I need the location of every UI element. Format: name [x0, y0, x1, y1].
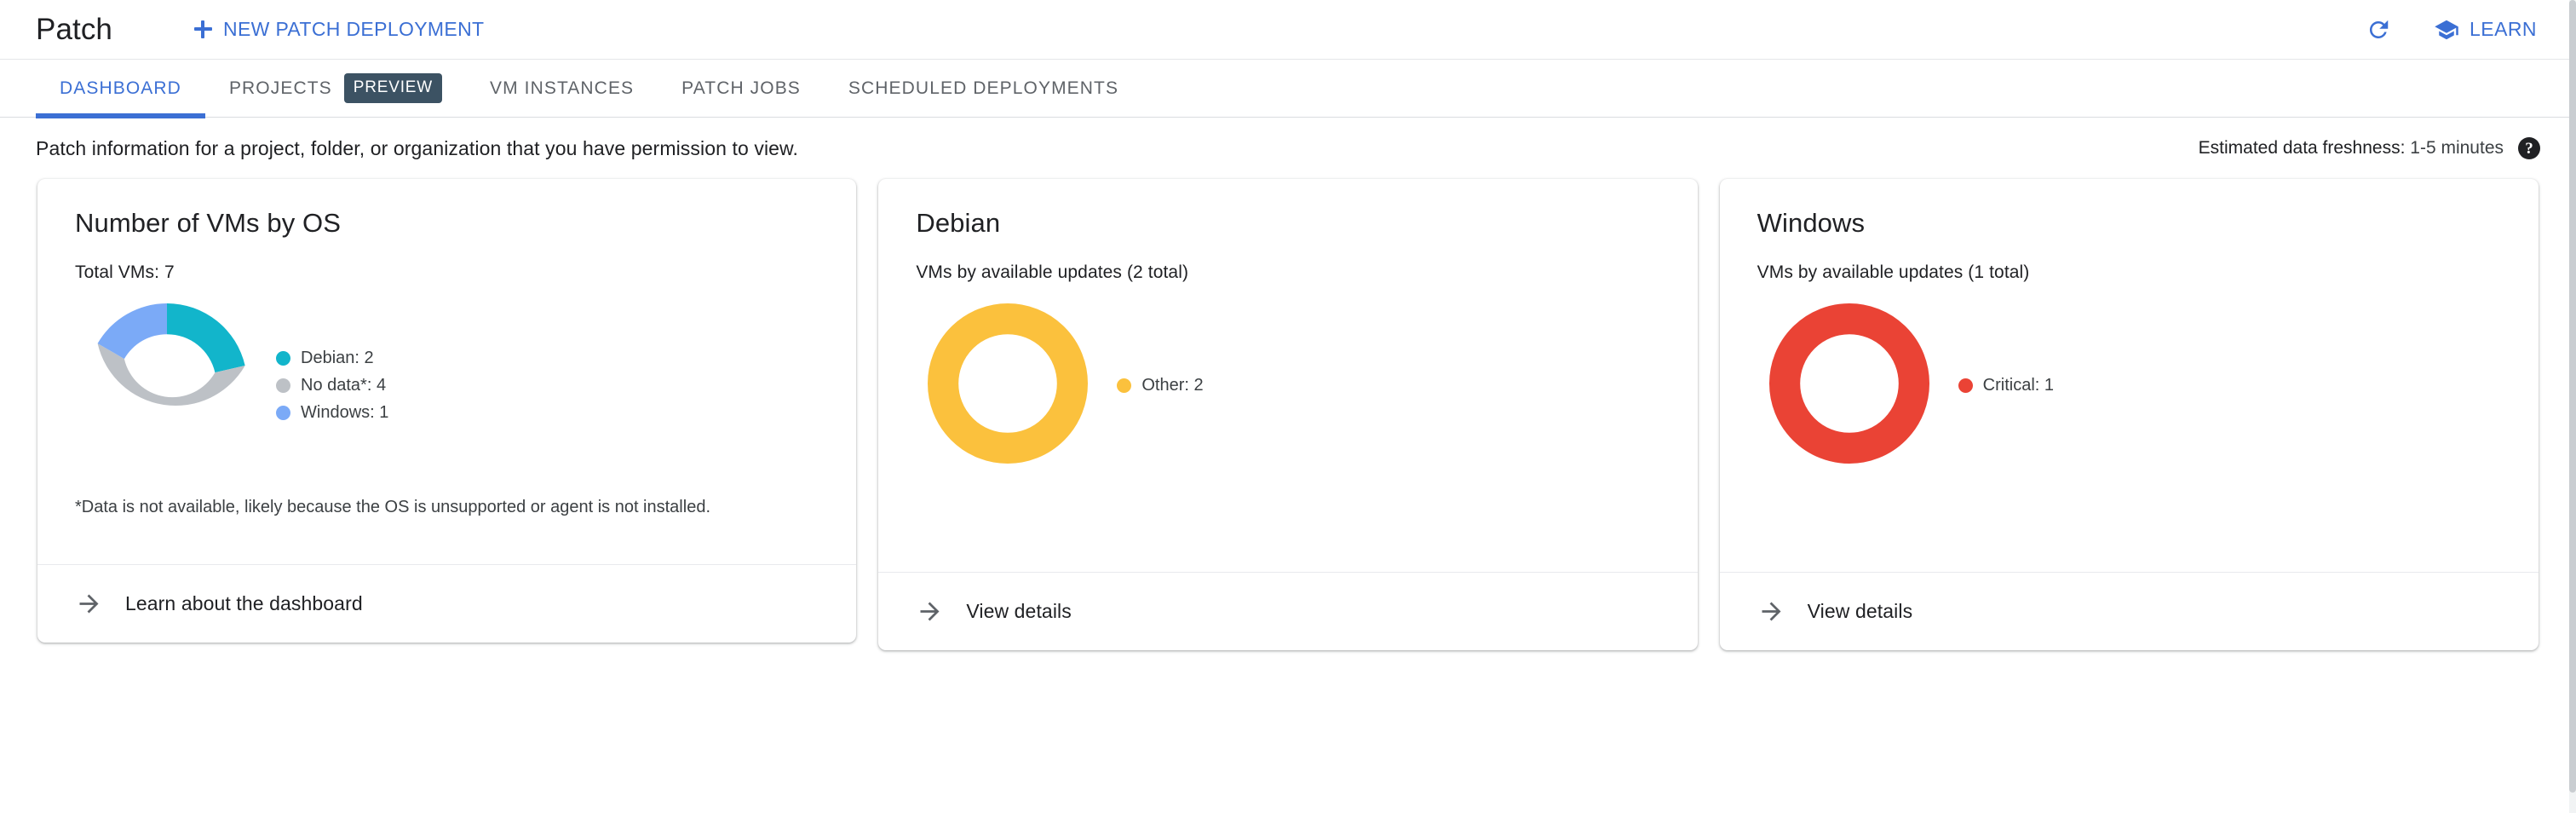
- tab-bar: DASHBOARD PROJECTS PREVIEW VM INSTANCES …: [0, 60, 2576, 118]
- donut-chart-debian-updates: [916, 298, 1100, 473]
- learn-label: LEARN: [2470, 18, 2537, 40]
- plus-icon: [194, 20, 212, 38]
- donut-slice-debian: [167, 303, 245, 373]
- card-windows: Windows VMs by available updates (1 tota…: [1719, 179, 2539, 650]
- dashboard-cards: Number of VMs by OS Total VMs: 7: [0, 179, 2576, 650]
- chart-legend: Critical: 1: [1958, 376, 2054, 395]
- legend-dot-no-data: [276, 378, 290, 393]
- view-details-link-debian[interactable]: View details: [878, 572, 1698, 650]
- legend-item: Critical: 1: [1958, 376, 2054, 395]
- new-patch-deployment-label: NEW PATCH DEPLOYMENT: [223, 18, 485, 40]
- legend-label-other: Other: 2: [1141, 376, 1204, 395]
- card-footnote: *Data is not available, likely because t…: [75, 498, 710, 516]
- legend-dot-other: [1117, 378, 1132, 393]
- tab-vm-instances-label: VM INSTANCES: [490, 78, 635, 98]
- tab-vm-instances[interactable]: VM INSTANCES: [466, 60, 658, 118]
- donut-slice-other: [928, 303, 1089, 464]
- legend-dot-windows: [276, 406, 290, 420]
- donut-slice-windows: [97, 303, 167, 360]
- tab-dashboard-label: DASHBOARD: [60, 78, 181, 98]
- card-action-label: View details: [966, 600, 1072, 622]
- card-subtitle: Total VMs: 7: [75, 262, 175, 282]
- legend-item: Debian: 2: [276, 349, 388, 368]
- refresh-icon: [2370, 20, 2389, 38]
- legend-label-windows: Windows: 1: [301, 403, 389, 422]
- graduation-cap-icon: [2435, 20, 2458, 39]
- card-body: Number of VMs by OS Total VMs: 7: [37, 179, 856, 564]
- chart-row: Other: 2: [916, 298, 1659, 473]
- chart-legend: Debian: 2 No data*: 4 Windows: 1: [276, 349, 388, 423]
- card-body: Debian VMs by available updates (2 total…: [878, 179, 1697, 572]
- tab-dashboard[interactable]: DASHBOARD: [36, 60, 205, 118]
- page-title: Patch: [36, 13, 112, 46]
- tab-projects[interactable]: PROJECTS PREVIEW: [205, 60, 466, 118]
- card-subtitle: VMs by available updates (2 total): [916, 262, 1189, 282]
- donut-slice-no-data: [97, 343, 245, 406]
- learn-button[interactable]: LEARN: [2429, 14, 2542, 46]
- chart-row: Debian: 2 No data*: 4 Windows: 1: [75, 298, 819, 473]
- data-freshness-value: 1-5 minutes: [2410, 138, 2504, 158]
- arrow-right-icon: [1757, 597, 1785, 626]
- card-action-label: Learn about the dashboard: [125, 592, 363, 614]
- header-actions: LEARN: [2362, 14, 2542, 46]
- tab-patch-jobs-label: PATCH JOBS: [681, 78, 801, 98]
- tab-scheduled-deployments-label: SCHEDULED DEPLOYMENTS: [848, 78, 1119, 98]
- dashboard-description: Patch information for a project, folder,…: [36, 136, 798, 159]
- card-title: Debian: [916, 208, 1001, 238]
- chart-legend: Other: 2: [1117, 376, 1204, 395]
- legend-label-critical: Critical: 1: [1982, 376, 2055, 395]
- data-freshness-text: Estimated data freshness: 1-5 minutes: [2199, 138, 2504, 159]
- page-scrollbar[interactable]: [2569, 0, 2576, 813]
- scrollbar-thumb[interactable]: [2569, 0, 2576, 793]
- donut-chart-vms-by-os: [75, 298, 259, 473]
- card-debian: Debian VMs by available updates (2 total…: [878, 179, 1698, 650]
- donut-slice-critical: [1768, 303, 1929, 464]
- tab-projects-label: PROJECTS: [228, 78, 332, 98]
- card-action-label: View details: [1807, 600, 1913, 622]
- legend-item: No data*: 4: [276, 376, 388, 395]
- card-body: Windows VMs by available updates (1 tota…: [1720, 179, 2539, 572]
- data-freshness-label: Estimated data freshness:: [2198, 138, 2411, 158]
- info-row: Patch information for a project, folder,…: [0, 118, 2576, 179]
- chart-row: Critical: 1: [1757, 298, 2501, 473]
- card-number-of-vms-by-os: Number of VMs by OS Total VMs: 7: [37, 179, 857, 643]
- card-title: Windows: [1757, 208, 1866, 238]
- arrow-right-icon: [75, 590, 103, 618]
- card-subtitle: VMs by available updates (1 total): [1757, 262, 2030, 282]
- legend-label-debian: Debian: 2: [301, 349, 374, 367]
- help-icon[interactable]: ?: [2518, 137, 2540, 159]
- donut-chart-windows-updates: [1757, 298, 1941, 473]
- data-freshness: Estimated data freshness: 1-5 minutes ?: [2199, 137, 2540, 159]
- legend-item: Windows: 1: [276, 403, 388, 423]
- legend-label-no-data: No data*: 4: [301, 376, 387, 395]
- new-patch-deployment-button[interactable]: NEW PATCH DEPLOYMENT: [187, 13, 491, 46]
- legend-item: Other: 2: [1117, 376, 1204, 395]
- app-header: Patch NEW PATCH DEPLOYMENT LEARN: [0, 0, 2576, 60]
- learn-about-dashboard-link[interactable]: Learn about the dashboard: [37, 564, 857, 643]
- legend-dot-critical: [1958, 378, 1973, 393]
- card-title: Number of VMs by OS: [75, 208, 341, 238]
- preview-badge: PREVIEW: [343, 73, 442, 103]
- tab-patch-jobs[interactable]: PATCH JOBS: [658, 60, 825, 118]
- arrow-right-icon: [916, 597, 944, 626]
- view-details-link-windows[interactable]: View details: [1719, 572, 2539, 650]
- legend-dot-debian: [276, 351, 290, 366]
- tab-scheduled-deployments[interactable]: SCHEDULED DEPLOYMENTS: [825, 60, 1142, 118]
- refresh-button[interactable]: [2362, 14, 2395, 46]
